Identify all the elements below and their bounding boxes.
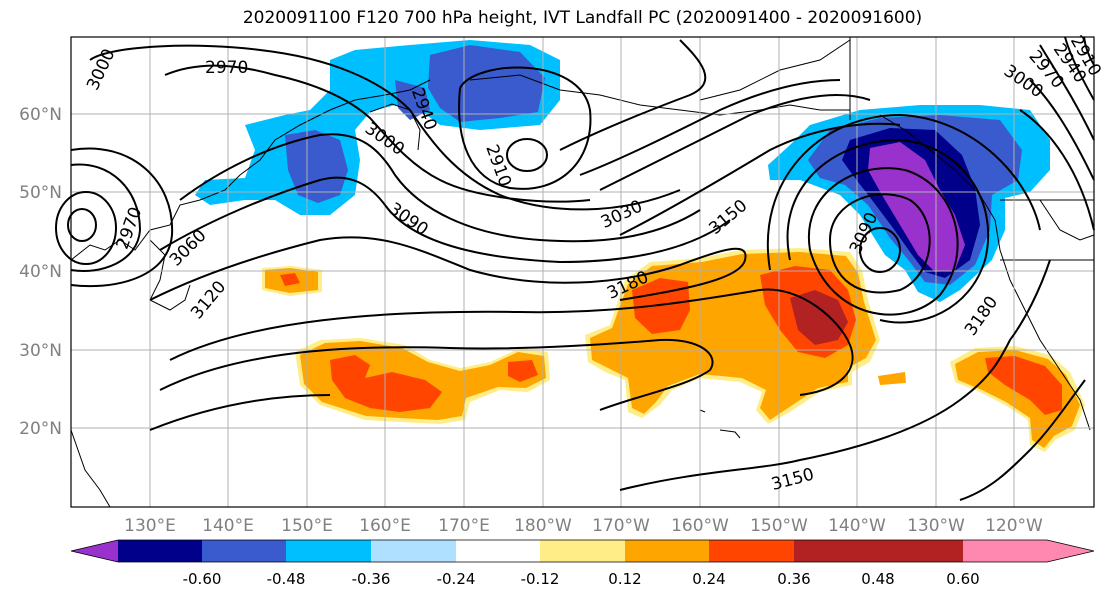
colorbar-segment bbox=[118, 540, 202, 562]
colorbar-segment bbox=[709, 540, 794, 562]
shade-region-dark bbox=[790, 290, 848, 345]
lon-label: 170°W bbox=[592, 516, 650, 536]
colorbar-tick-label: 0.12 bbox=[608, 570, 641, 588]
shade-region-mid bbox=[395, 80, 430, 120]
colorbar: -0.60 -0.48 -0.36 -0.24 -0.12 0.12 0.24 … bbox=[70, 539, 1095, 588]
colorbar-segment bbox=[625, 540, 709, 562]
lon-label: 140°W bbox=[828, 516, 886, 536]
shade-region-mid bbox=[428, 45, 545, 122]
colorbar-tick-label: -0.48 bbox=[267, 570, 306, 588]
shade-region-mid bbox=[330, 355, 442, 412]
lon-label: 150°E bbox=[281, 516, 333, 536]
lat-label: 60°N bbox=[19, 105, 62, 125]
lon-label: 130°E bbox=[124, 516, 176, 536]
colorbar-segment bbox=[963, 540, 1047, 562]
latitude-labels: 60°N 50°N 40°N 30°N 20°N bbox=[19, 105, 62, 439]
lon-label: 140°E bbox=[202, 516, 254, 536]
contour-label: 2970 bbox=[205, 58, 248, 78]
shade-region-strong bbox=[868, 142, 965, 272]
colorbar-tick-label: -0.12 bbox=[521, 570, 560, 588]
shade-region-mid bbox=[985, 356, 1062, 415]
shade-region-mid bbox=[280, 273, 300, 286]
map-title: 2020091100 F120 700 hPa height, IVT Land… bbox=[242, 8, 923, 28]
lat-label: 30°N bbox=[19, 341, 62, 361]
colorbar-segment bbox=[794, 540, 878, 562]
longitude-labels: 130°E 140°E 150°E 160°E 170°E 180°W 170°… bbox=[124, 516, 1043, 536]
colorbar-segment bbox=[456, 540, 540, 562]
lon-label: 130°W bbox=[907, 516, 965, 536]
lon-label: 120°W bbox=[985, 516, 1043, 536]
lat-label: 50°N bbox=[19, 183, 62, 203]
colorbar-left-extension bbox=[71, 540, 118, 562]
height-contours bbox=[55, 36, 1095, 501]
lon-label: 160°W bbox=[671, 516, 729, 536]
lon-label: 160°E bbox=[359, 516, 411, 536]
colorbar-tick-label: 0.48 bbox=[861, 570, 894, 588]
shade-region-light bbox=[878, 372, 906, 385]
colorbar-tick-label: -0.36 bbox=[352, 570, 391, 588]
colorbar-tick-label: -0.60 bbox=[183, 570, 222, 588]
shade-region-mid bbox=[632, 278, 690, 334]
lon-label: 170°E bbox=[438, 516, 490, 536]
coastlines bbox=[70, 37, 1095, 508]
colorbar-tick-label: 0.60 bbox=[946, 570, 979, 588]
colorbar-segment bbox=[540, 540, 625, 562]
colorbar-segment bbox=[878, 540, 963, 562]
colorbar-tick-label: 0.24 bbox=[692, 570, 725, 588]
lon-label: 150°W bbox=[750, 516, 808, 536]
graticule bbox=[71, 37, 1094, 507]
map-panel: 2970 3000 3000 2940 2910 3030 3150 3090 … bbox=[55, 32, 1105, 508]
colorbar-segment bbox=[286, 540, 371, 562]
colorbar-right-extension bbox=[1047, 540, 1094, 562]
colorbar-tick-label: -0.24 bbox=[437, 570, 476, 588]
ivt-positive-shading bbox=[262, 248, 1085, 452]
ivt-negative-shading bbox=[195, 40, 1050, 302]
map-frame bbox=[70, 36, 1095, 508]
shade-region-mid bbox=[285, 130, 348, 203]
colorbar-segment bbox=[202, 540, 286, 562]
shade-region-mid bbox=[508, 360, 538, 382]
colorbar-segment bbox=[371, 540, 456, 562]
lon-label: 180°W bbox=[514, 516, 572, 536]
colorbar-tick-label: 0.36 bbox=[777, 570, 810, 588]
lat-label: 40°N bbox=[19, 262, 62, 282]
lat-label: 20°N bbox=[19, 419, 62, 439]
